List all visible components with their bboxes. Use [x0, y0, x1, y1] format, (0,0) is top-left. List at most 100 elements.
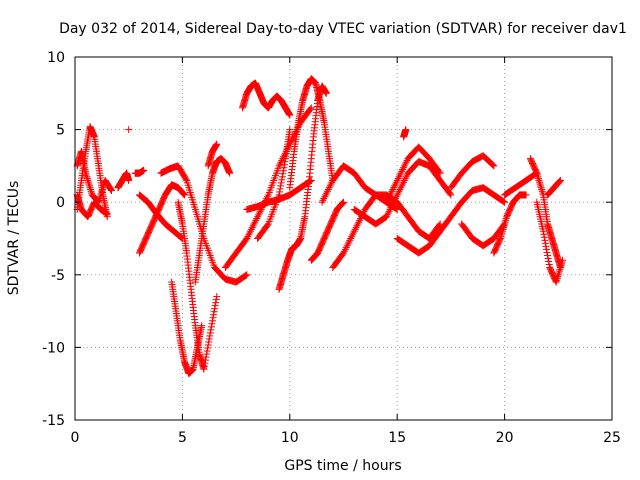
data-point	[557, 262, 565, 270]
data-point	[398, 167, 406, 175]
data-point	[281, 158, 289, 166]
data-point	[288, 136, 296, 144]
data-point	[501, 198, 509, 206]
data-point	[277, 158, 285, 166]
data-point	[401, 160, 409, 168]
data-point	[319, 196, 327, 204]
data-point	[397, 169, 405, 177]
data-point	[346, 236, 354, 244]
x-axis-label: GPS time / hours	[284, 458, 401, 474]
data-point	[247, 225, 255, 233]
data-point	[209, 314, 217, 322]
data-point	[556, 176, 564, 184]
data-point	[402, 173, 410, 181]
data-point	[395, 173, 403, 181]
data-point	[325, 184, 333, 192]
data-point	[394, 189, 402, 197]
data-point	[201, 356, 209, 364]
data-point	[388, 202, 396, 210]
data-point	[278, 156, 286, 164]
data-point	[250, 220, 258, 228]
data-point	[340, 249, 347, 257]
data-point	[388, 187, 396, 195]
x-tick-label: 10	[281, 430, 299, 446]
data-point	[252, 216, 260, 224]
data-point	[278, 176, 286, 184]
data-point	[98, 187, 106, 195]
data-point	[96, 193, 104, 201]
data-point	[276, 188, 284, 196]
data-point	[243, 271, 251, 279]
data-point	[541, 236, 549, 244]
x-tick-label: 15	[388, 430, 406, 446]
data-point	[543, 248, 551, 256]
data-point	[326, 182, 334, 190]
data-point	[211, 302, 219, 310]
data-point	[182, 175, 190, 183]
data-point	[386, 205, 394, 213]
data-point	[307, 104, 315, 112]
data-point	[400, 176, 408, 184]
data-point	[556, 264, 564, 272]
data-point	[345, 238, 353, 246]
data-point	[392, 205, 400, 213]
data-point	[286, 126, 294, 134]
data-point	[382, 198, 390, 206]
data-point	[99, 184, 107, 192]
data-point	[306, 105, 314, 113]
data-point	[555, 178, 563, 186]
data-point	[125, 176, 133, 184]
data-point	[276, 160, 284, 168]
data-point	[351, 225, 359, 233]
x-tick-label: 5	[178, 430, 187, 446]
data-point	[242, 236, 250, 244]
data-point	[542, 245, 550, 253]
data-point	[206, 332, 214, 340]
data-point	[396, 171, 404, 179]
data-point	[140, 166, 148, 174]
data-point	[286, 111, 294, 119]
x-tick-label: 20	[496, 430, 514, 446]
data-point	[552, 278, 560, 286]
data-point	[390, 198, 398, 206]
data-point	[446, 190, 454, 198]
data-point	[320, 195, 328, 203]
data-point	[248, 224, 256, 232]
data-point	[253, 215, 261, 223]
data-point	[275, 191, 283, 199]
y-tick-label: -10	[42, 340, 65, 356]
data-point	[538, 187, 546, 195]
data-point	[204, 341, 212, 349]
data-point	[500, 224, 508, 232]
data-point	[399, 180, 407, 188]
data-point	[391, 180, 399, 188]
data-point	[389, 185, 397, 193]
data-point	[545, 261, 553, 269]
data-point	[502, 216, 510, 224]
data-point	[386, 191, 394, 199]
data-point	[181, 191, 189, 199]
data-point	[556, 265, 564, 273]
data-point	[86, 184, 94, 192]
data-point	[558, 260, 566, 268]
data-point	[208, 317, 216, 325]
data-point	[340, 198, 347, 206]
data-point	[207, 326, 215, 334]
data-point	[177, 233, 185, 241]
data-point	[213, 140, 221, 148]
data-point	[391, 204, 399, 212]
chart-title: Day 032 of 2014, Sidereal Day-to-day VTE…	[59, 21, 627, 37]
data-point	[499, 225, 507, 233]
data-point	[87, 187, 95, 195]
data-point	[499, 197, 507, 205]
data-point	[500, 222, 508, 230]
data-point	[179, 190, 187, 198]
data-point	[288, 135, 296, 143]
data-point	[212, 296, 220, 304]
data-point	[536, 178, 544, 186]
data-point	[399, 166, 407, 174]
data-point	[244, 233, 252, 241]
data-point	[355, 218, 363, 226]
data-point	[555, 267, 563, 275]
x-tick-label: 0	[71, 430, 80, 446]
